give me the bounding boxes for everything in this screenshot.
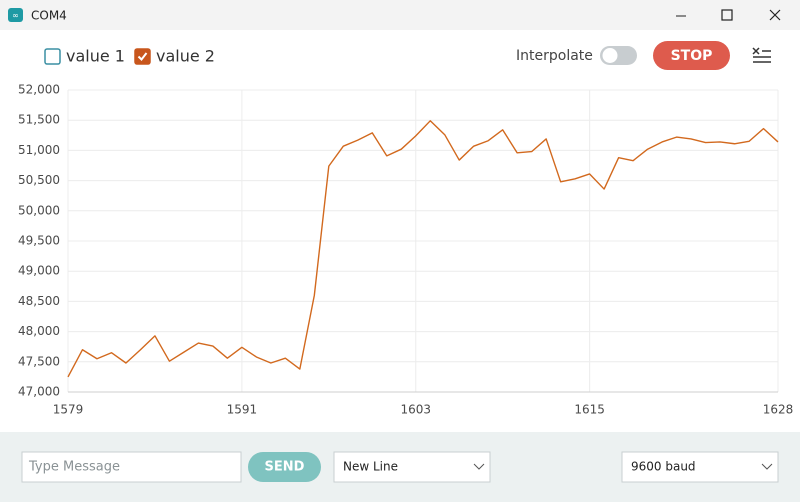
checkmark	[137, 52, 148, 62]
series-line	[67, 120, 779, 378]
y-tick-label: 49,500	[18, 234, 60, 248]
dropdown-arrow	[761, 463, 773, 470]
toggle-knob	[602, 48, 618, 63]
line-ending-label: New Line	[343, 460, 398, 474]
send-button[interactable]	[248, 452, 321, 482]
y-tick-label: 51,500	[18, 113, 60, 127]
message-input[interactable]	[21, 451, 242, 483]
y-tick-label: 48,000	[18, 324, 60, 338]
maximize-button[interactable]	[721, 9, 733, 21]
x-tick-label: 1603	[400, 403, 431, 417]
x-tick-label: 1579	[53, 403, 84, 417]
window-title: COM4	[31, 9, 67, 23]
legend-checkbox[interactable]	[44, 48, 61, 65]
y-tick-label: 49,000	[18, 264, 60, 278]
y-tick-label: 52,000	[18, 83, 60, 97]
x-tick-label: 1628	[763, 403, 794, 417]
y-tick-label: 47,000	[18, 385, 60, 399]
send-label: SEND	[265, 460, 305, 475]
clear-icon[interactable]	[752, 47, 771, 63]
legend-checkbox[interactable]	[134, 48, 151, 65]
line-ending-select[interactable]	[333, 451, 491, 483]
legend-label: value 1	[66, 47, 125, 66]
baud-select[interactable]	[621, 451, 779, 483]
baud-label: 9600 baud	[631, 460, 696, 474]
y-tick-label: 50,500	[18, 173, 60, 187]
app-icon-glyph: ∞	[12, 11, 19, 20]
title-bar	[0, 0, 800, 30]
x-tick-label: 1615	[574, 403, 605, 417]
app-icon	[8, 8, 23, 22]
legend-label: value 2	[156, 47, 215, 66]
stop-label: STOP	[671, 48, 713, 64]
x-tick-label: 1591	[227, 403, 258, 417]
stop-button[interactable]	[653, 41, 730, 70]
y-tick-label: 47,500	[18, 354, 60, 368]
y-tick-label: 51,000	[18, 143, 60, 157]
interpolate-label: Interpolate	[516, 48, 593, 64]
y-tick-label: 50,000	[18, 203, 60, 217]
dropdown-arrow	[473, 463, 485, 470]
y-tick-label: 48,500	[18, 294, 60, 308]
close-button[interactable]	[769, 9, 781, 21]
message-placeholder: Type Message	[28, 460, 120, 475]
